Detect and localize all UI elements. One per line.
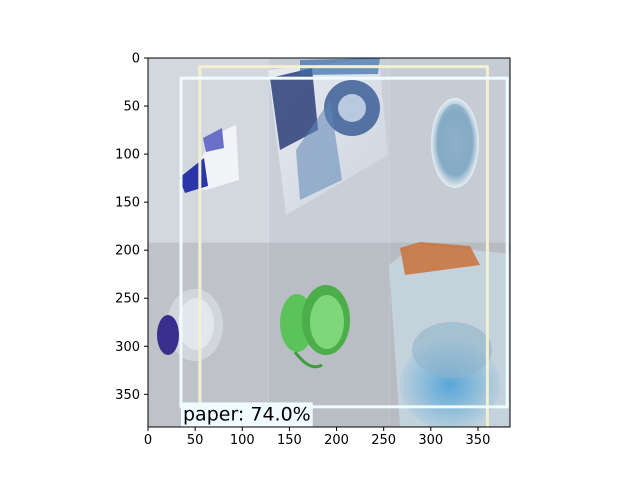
magazine-object [268, 58, 388, 215]
detection-label-background [180, 402, 313, 427]
x-tick-label: 250 [371, 433, 396, 448]
blue-bottle-object [389, 242, 510, 427]
x-tick-label: 200 [324, 433, 349, 448]
y-tick-label: 200 [115, 244, 140, 259]
green-cap-object [280, 285, 350, 369]
x-axis: 0 50 100 150 200 250 300 350 [144, 427, 491, 448]
bounding-box-2 [179, 76, 509, 409]
axes-frame [147, 57, 511, 428]
y-tick-label: 50 [123, 100, 140, 115]
bounding-box-1 [198, 65, 489, 427]
y-tick-label: 0 [132, 52, 140, 67]
y-tick-label: 250 [115, 292, 140, 307]
mosaic-image: paper: 74.0% [148, 58, 510, 427]
x-tick-label: 100 [230, 433, 255, 448]
y-tick-label: 150 [115, 196, 140, 211]
x-tick-label: 0 [144, 433, 152, 448]
y-tick-label: 300 [115, 340, 140, 355]
x-tick-label: 150 [277, 433, 302, 448]
x-tick-label: 50 [187, 433, 204, 448]
y-tick-label: 350 [115, 388, 140, 403]
x-tick-label: 300 [418, 433, 443, 448]
cup-object [431, 98, 479, 188]
y-tick-label: 100 [115, 148, 140, 163]
y-axis: 0 50 100 150 200 250 300 350 [115, 52, 148, 403]
x-tick-label: 350 [466, 433, 491, 448]
detection-label: paper: 74.0% [183, 403, 311, 425]
